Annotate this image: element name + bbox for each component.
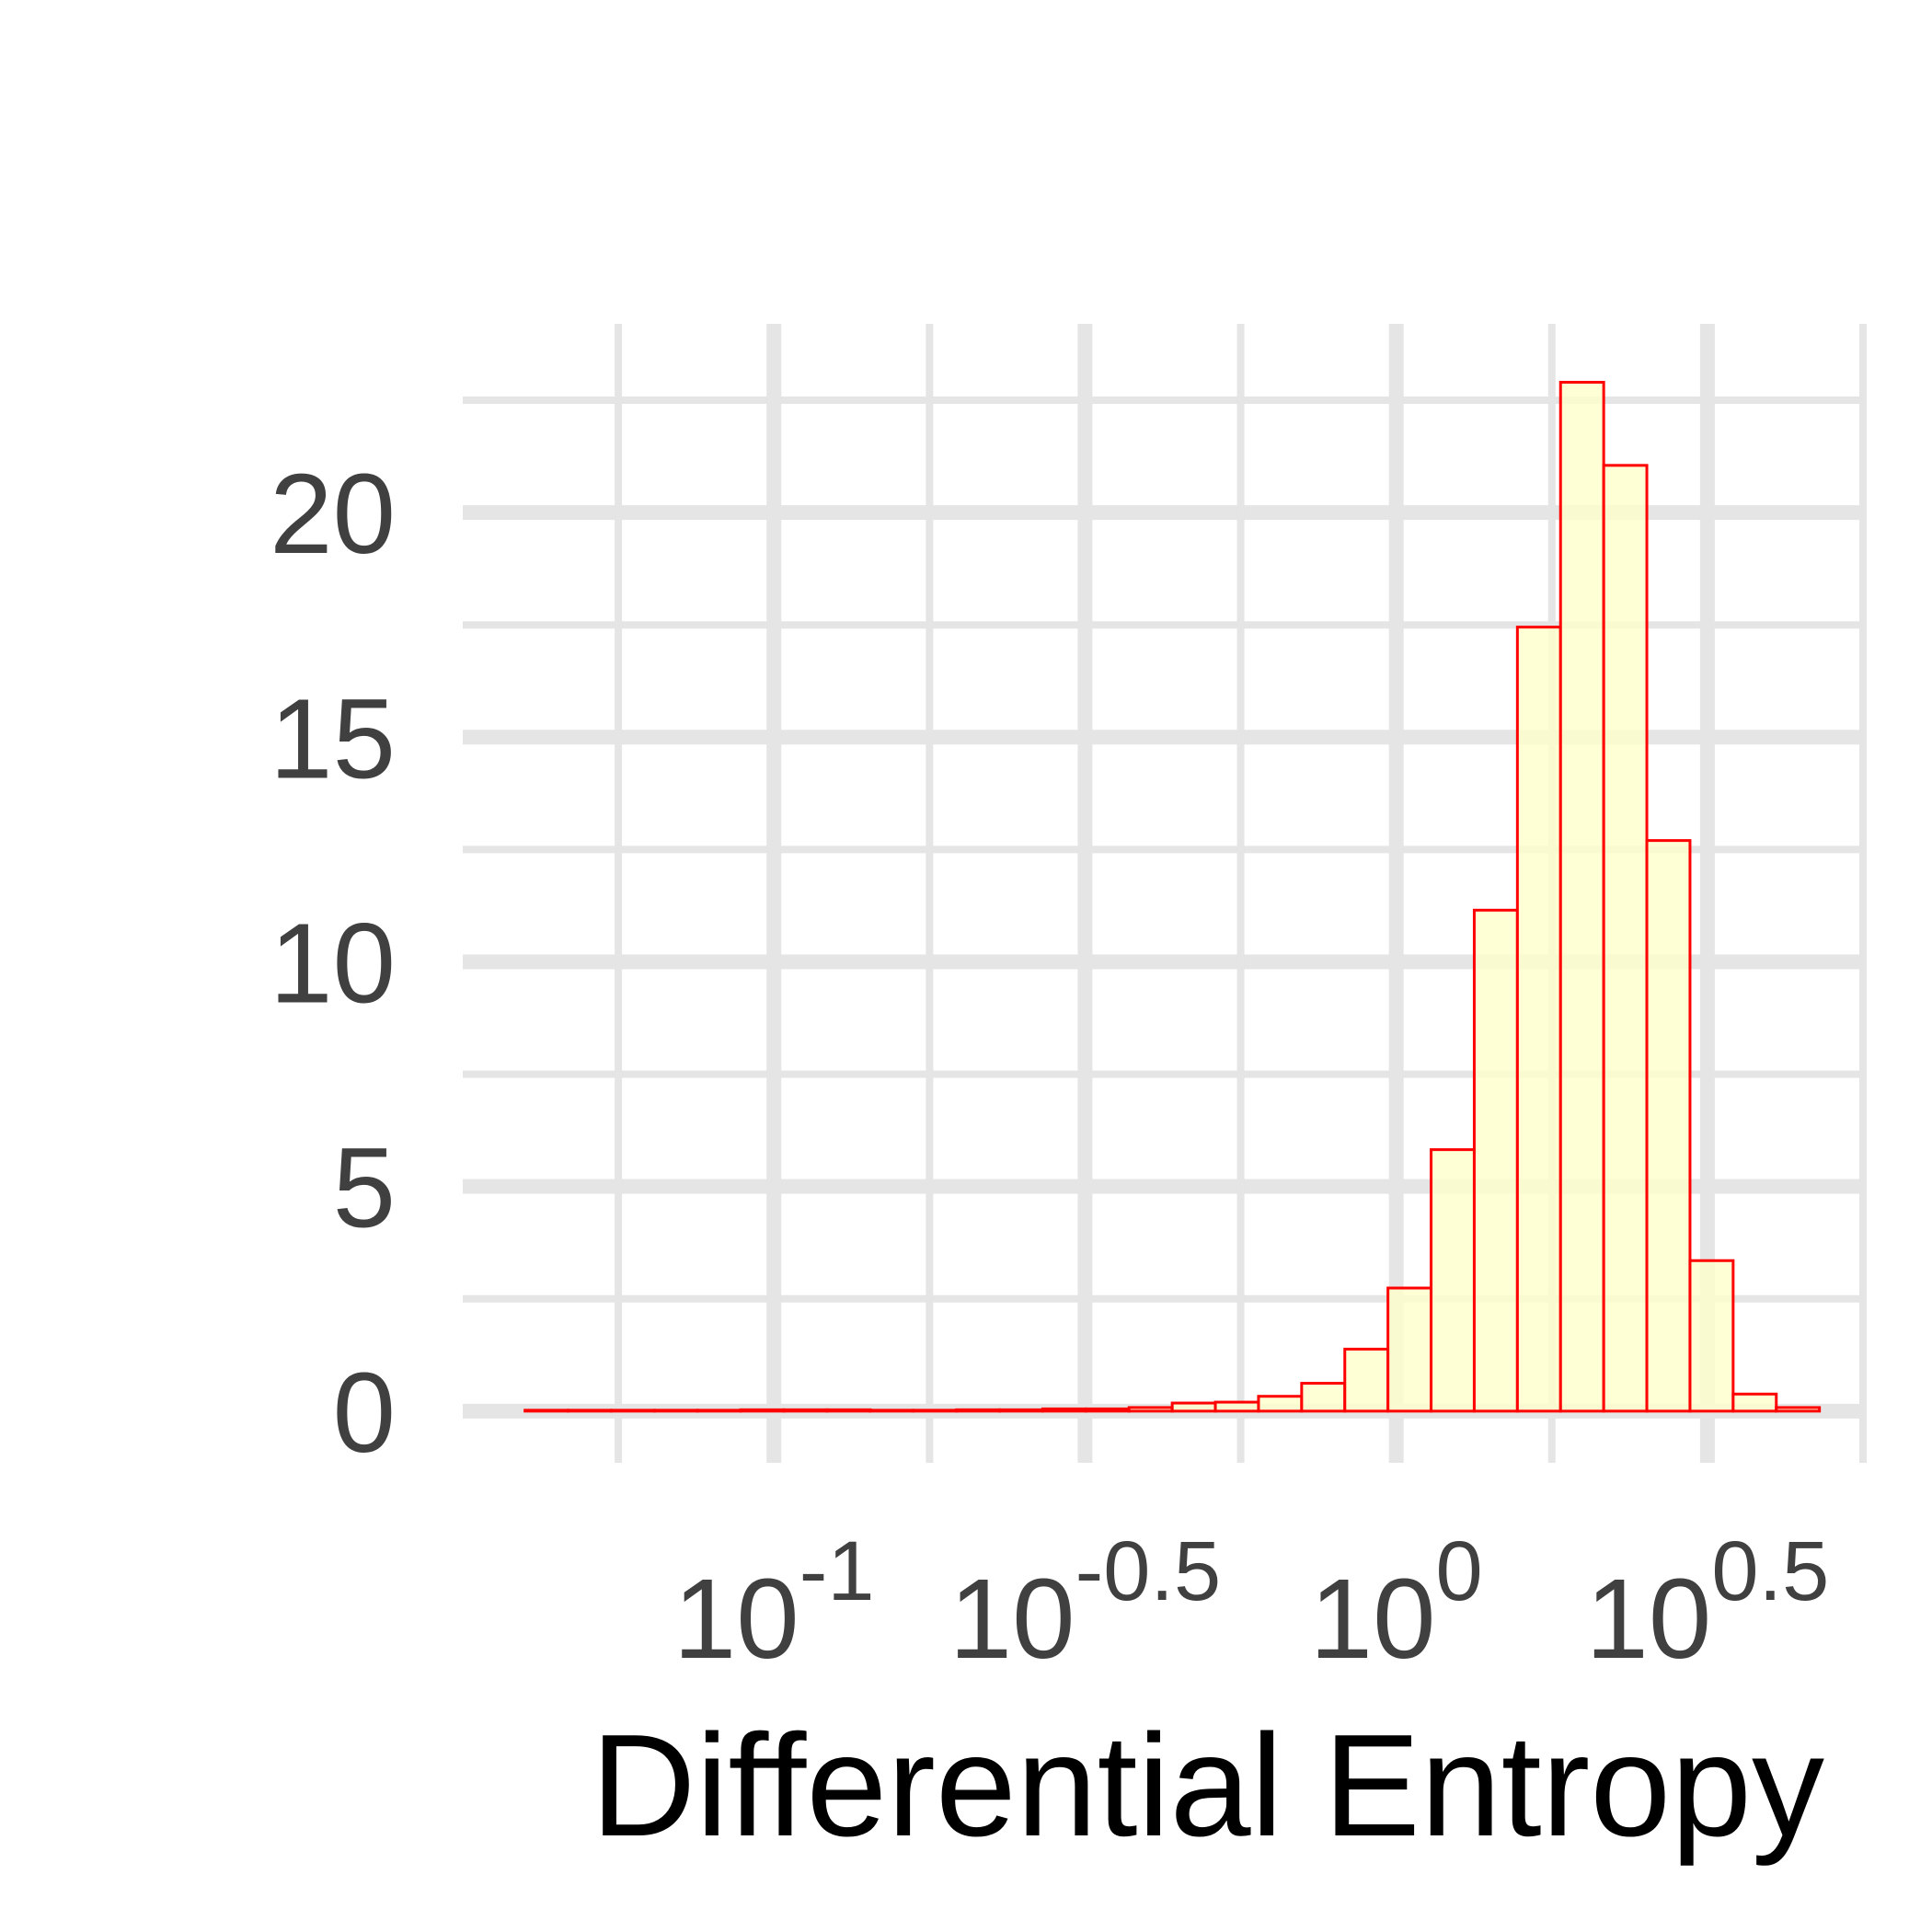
y-axis-ticks: 0 5 10 15 20 — [270, 452, 396, 1477]
x-axis-title: Differential Entropy — [591, 1705, 1824, 1867]
histogram-bar — [868, 1409, 915, 1413]
histogram-bar — [1775, 1406, 1822, 1413]
histogram-bar — [1127, 1406, 1174, 1413]
histogram-bar — [1645, 839, 1692, 1413]
histogram-bar — [523, 1409, 570, 1413]
histogram-bar — [1688, 1259, 1735, 1413]
y-tick-label: 0 — [333, 1351, 396, 1477]
histogram-bar — [1558, 380, 1605, 1413]
histogram-bar — [1213, 1400, 1260, 1413]
histogram-bar — [1386, 1286, 1433, 1413]
y-tick-label: 15 — [270, 676, 396, 802]
histogram-bars — [523, 380, 1822, 1413]
histogram-bar — [1041, 1407, 1087, 1413]
histogram-bar — [912, 1409, 959, 1413]
histogram-bar — [652, 1409, 699, 1413]
histogram-bar — [1472, 908, 1519, 1413]
grid — [463, 324, 1867, 1463]
histogram-bar — [1343, 1347, 1390, 1413]
x-tick-label: 10-0.5 — [949, 1524, 1221, 1683]
y-tick-label: 10 — [270, 901, 396, 1027]
histogram-bar — [1084, 1407, 1131, 1413]
x-axis-ticks: 10-1 10-0.5 100 100.5 — [673, 1524, 1829, 1683]
histogram-bar — [1170, 1401, 1217, 1413]
y-tick-label: 20 — [270, 452, 396, 578]
x-tick-label: 100.5 — [1586, 1524, 1830, 1683]
histogram-bar — [1731, 1392, 1778, 1413]
x-tick-label: 100 — [1310, 1524, 1483, 1683]
histogram-bar — [696, 1409, 742, 1413]
histogram-bar — [782, 1408, 829, 1413]
histogram-bar — [1430, 1148, 1476, 1413]
histogram-bar — [998, 1408, 1044, 1413]
histogram-bar — [1515, 626, 1562, 1413]
histogram-bar — [739, 1408, 786, 1413]
y-tick-label: 5 — [333, 1126, 396, 1252]
histogram-bar — [1257, 1395, 1304, 1413]
x-tick-label: 10-1 — [673, 1524, 875, 1683]
histogram-bar — [567, 1409, 613, 1413]
histogram-bar — [825, 1408, 872, 1413]
histogram-bar — [1300, 1382, 1347, 1413]
histogram-bar — [955, 1408, 1002, 1413]
histogram-bar — [1602, 464, 1649, 1413]
histogram-bar — [609, 1409, 656, 1413]
